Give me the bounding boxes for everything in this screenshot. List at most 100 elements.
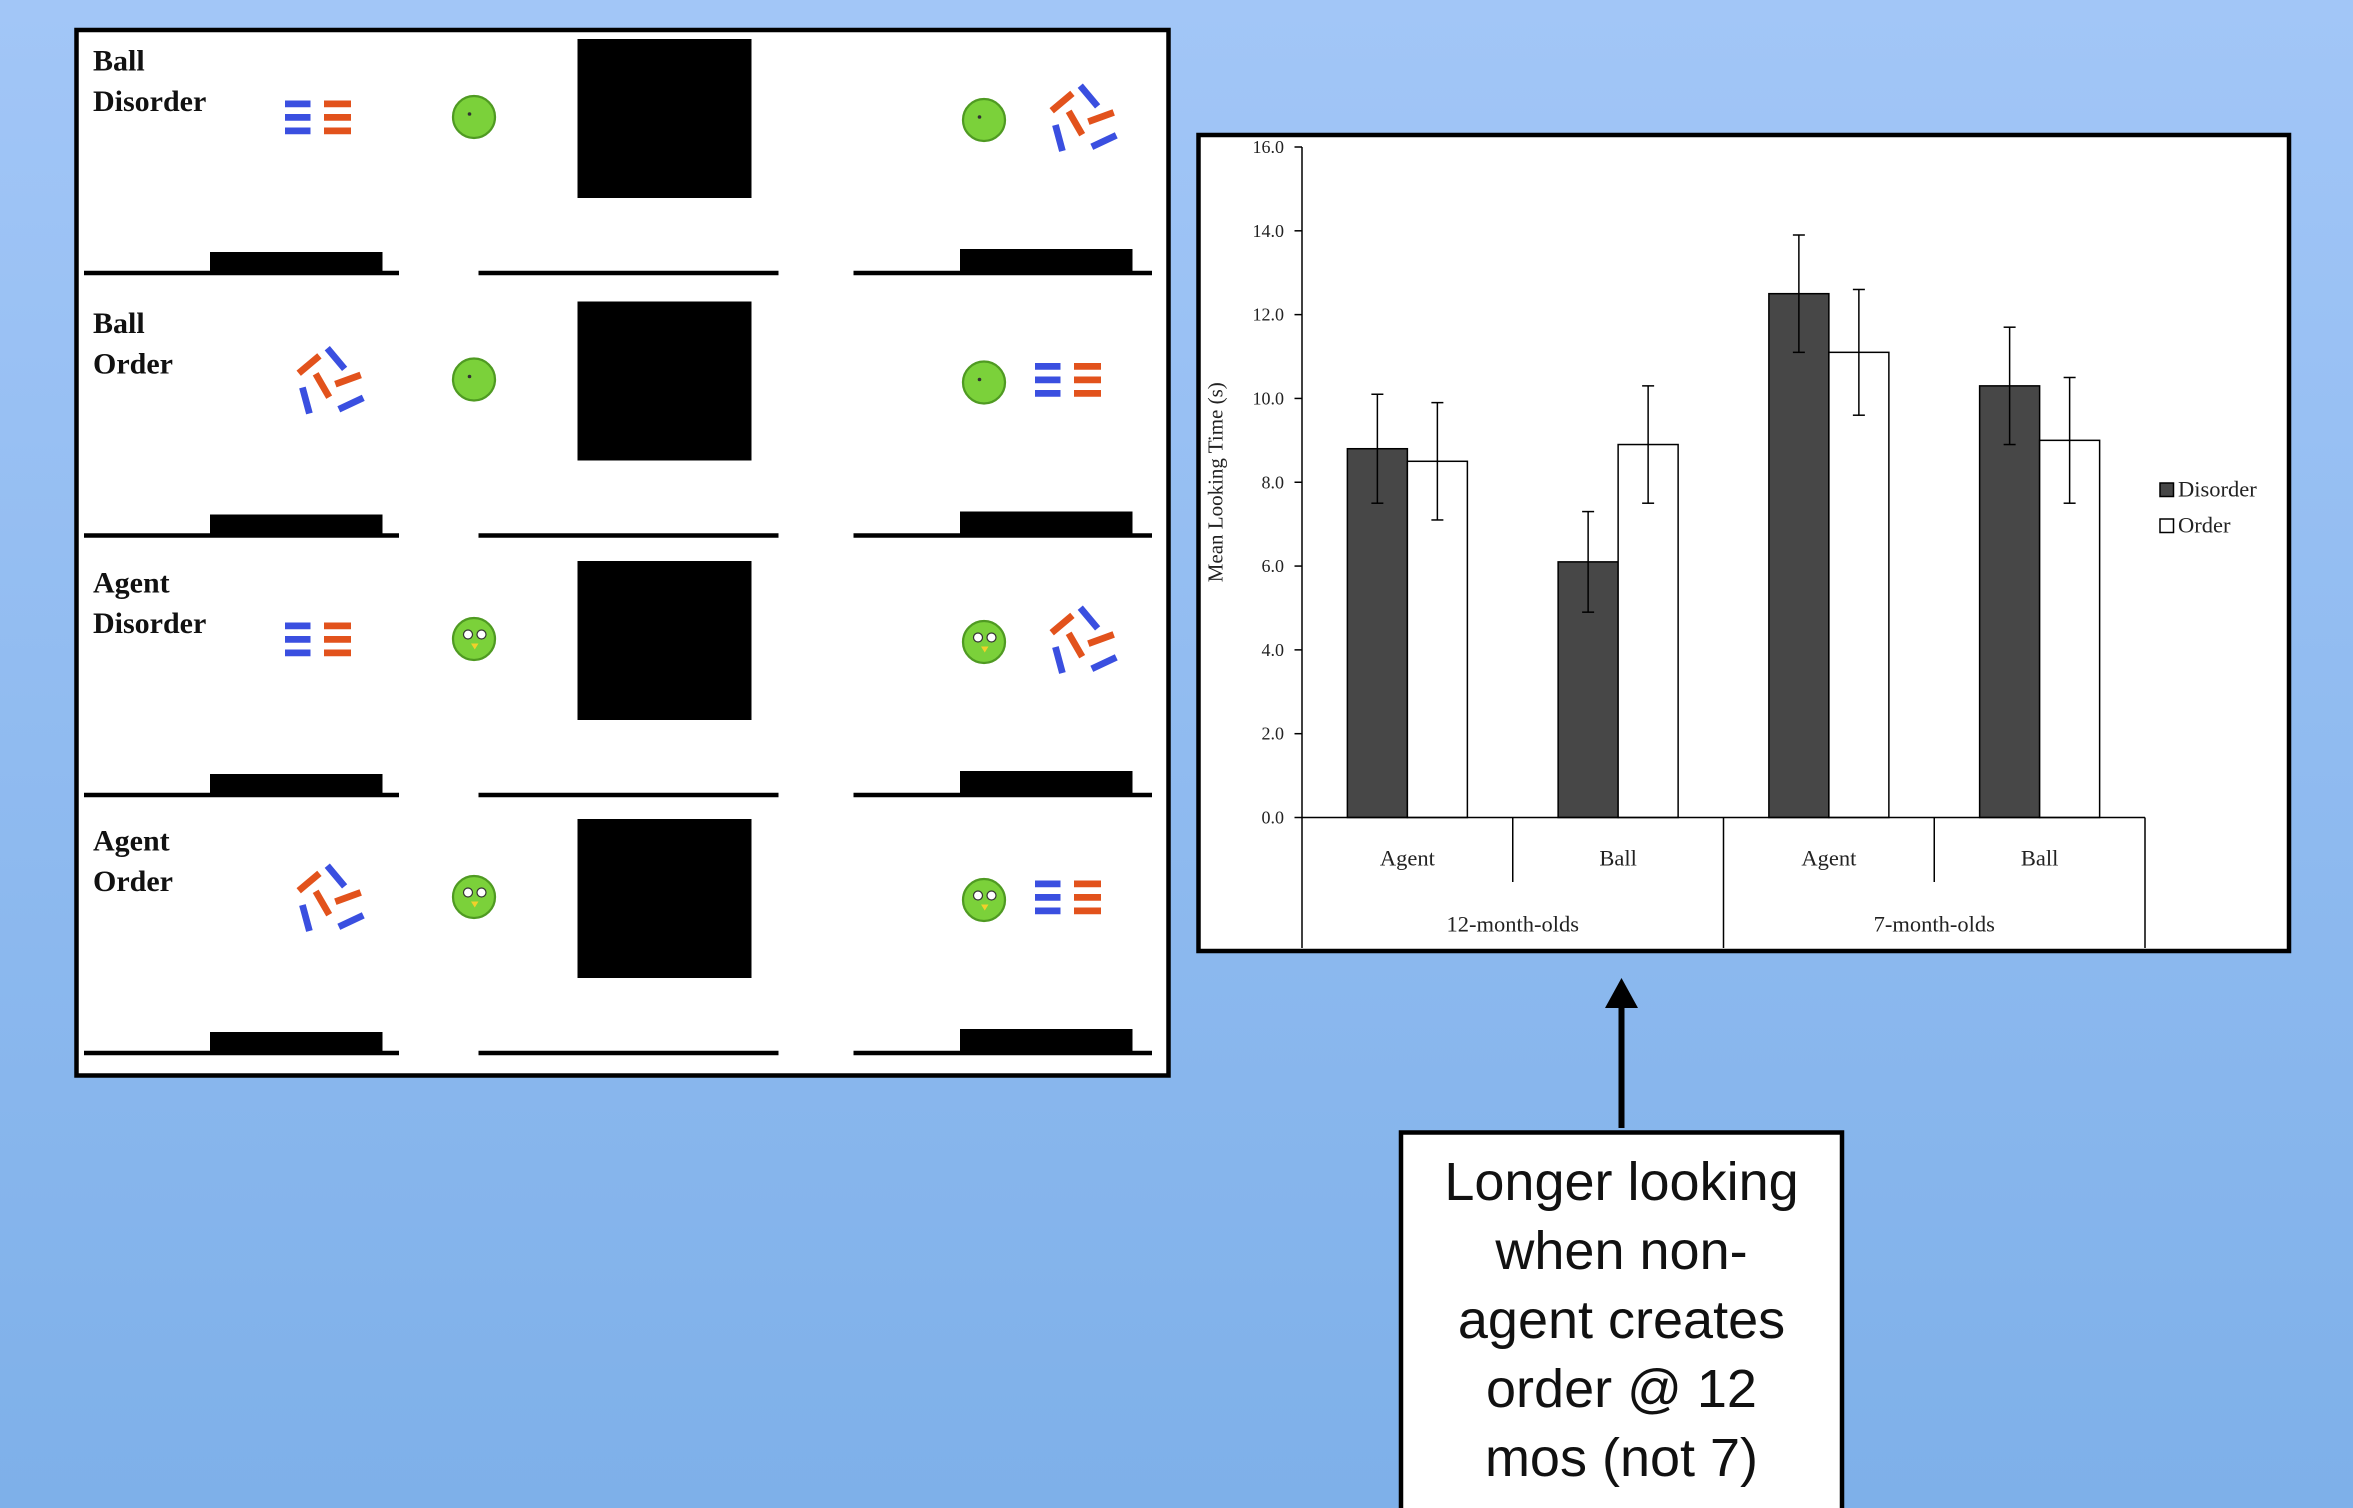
scattered-stripe [1049, 612, 1075, 636]
eye [986, 890, 997, 901]
scattered-stripe [296, 353, 322, 376]
platform [210, 1032, 383, 1053]
condition-label: Agent [93, 825, 170, 858]
scattered-stripe [296, 870, 322, 894]
group-label: 7-month-olds [1874, 912, 1995, 937]
ball-dot [467, 112, 472, 116]
bar [1617, 443, 1679, 819]
scattered-stripe [312, 372, 333, 399]
condition-label: Disorder [93, 85, 206, 118]
legend-swatch [2159, 482, 2175, 498]
x-tick-label: Agent [1801, 846, 1857, 871]
condition-label: Ball [93, 307, 145, 340]
bar [1828, 351, 1890, 819]
scattered-stripe [312, 889, 333, 917]
eye [972, 890, 984, 901]
callout-text: when non- [1494, 1221, 1747, 1281]
eye [476, 629, 487, 640]
legend-swatch [2159, 518, 2175, 534]
ordered-stripe [1035, 376, 1061, 384]
scattered-stripe [1090, 132, 1118, 150]
scattered-stripe [299, 386, 313, 415]
callout-box [1398, 1130, 1845, 1508]
ball [961, 619, 1007, 665]
ordered-stripe [285, 636, 311, 643]
y-tick-label: 10.0 [1253, 388, 1285, 408]
condition-label: Order [93, 865, 173, 898]
platform [210, 514, 383, 536]
y-tick-label: 4.0 [1262, 640, 1285, 660]
ball [451, 616, 497, 662]
callout-text: Longer looking [1444, 1152, 1798, 1212]
ordered-stripe [1035, 390, 1061, 397]
callout-text: mos (not 7) [1485, 1428, 1758, 1488]
scattered-stripe [299, 904, 313, 932]
ordered-stripe [1035, 363, 1061, 370]
scattered-stripe [324, 863, 348, 889]
bar [1768, 292, 1830, 819]
beak [981, 646, 989, 653]
platform [210, 252, 383, 273]
platform [960, 249, 1133, 273]
ball-dot [977, 377, 982, 382]
callout-text: agent creates [1458, 1290, 1785, 1350]
ordered-stripe [285, 649, 311, 657]
y-tick-label: 16.0 [1253, 137, 1285, 157]
beak [471, 901, 479, 908]
y-tick-label: 0.0 [1262, 808, 1285, 828]
scattered-stripe [1077, 605, 1101, 631]
ordered-stripe [1074, 376, 1101, 384]
scattered-stripe [1087, 631, 1115, 647]
callout-text: order @ 12 [1486, 1359, 1757, 1419]
scattered-stripe [1049, 90, 1075, 114]
x-tick-label: Ball [1599, 846, 1637, 871]
platform [960, 1029, 1133, 1053]
bar [1978, 385, 2041, 819]
ball [451, 357, 497, 402]
ordered-stripe [1035, 880, 1061, 888]
y-tick-label: 2.0 [1262, 724, 1285, 744]
legend-label: Disorder [2178, 477, 2257, 502]
ordered-stripe [285, 127, 311, 135]
ordered-stripe [285, 114, 311, 121]
condition-label: Ball [93, 45, 145, 78]
ball [961, 360, 1007, 405]
ordered-stripe [285, 100, 311, 108]
scattered-stripe [337, 912, 365, 930]
scattered-stripe [1052, 124, 1066, 152]
ordered-stripe [1074, 894, 1101, 901]
scattered-stripe [1052, 646, 1066, 674]
scattered-stripe [1087, 109, 1115, 125]
ordered-stripe [1074, 907, 1101, 915]
scattered-stripe [1090, 654, 1118, 672]
ordered-stripe [1035, 907, 1061, 915]
ball [451, 94, 497, 140]
condition-label: Order [93, 348, 173, 381]
y-tick-label: 8.0 [1262, 472, 1285, 492]
y-tick-label: 6.0 [1262, 556, 1285, 576]
scattered-stripe [1065, 631, 1086, 659]
ordered-stripe [1074, 363, 1101, 370]
ordered-stripe [324, 636, 351, 643]
x-tick-label: Agent [1380, 846, 1436, 871]
scattered-stripe [1077, 83, 1101, 109]
eye [462, 629, 474, 640]
legend-label: Order [2178, 513, 2231, 538]
content: Ball Disorder Ball Order Agent Disorder Agent O… [74, 27, 2292, 1508]
beak [981, 904, 989, 911]
x-tick-label: Ball [2021, 846, 2059, 871]
ordered-stripe [1074, 390, 1101, 397]
ordered-stripe [1035, 894, 1061, 901]
y-tick-label: 14.0 [1253, 221, 1285, 241]
scattered-stripe [337, 394, 365, 413]
scattered-stripe [334, 889, 362, 905]
ordered-stripe [324, 114, 351, 121]
ordered-stripe [324, 100, 351, 108]
group-label: 12-month-olds [1447, 912, 1580, 937]
y-tick-label: 12.0 [1253, 305, 1285, 325]
ball [961, 877, 1007, 923]
eye [476, 887, 487, 898]
eye [972, 632, 984, 643]
